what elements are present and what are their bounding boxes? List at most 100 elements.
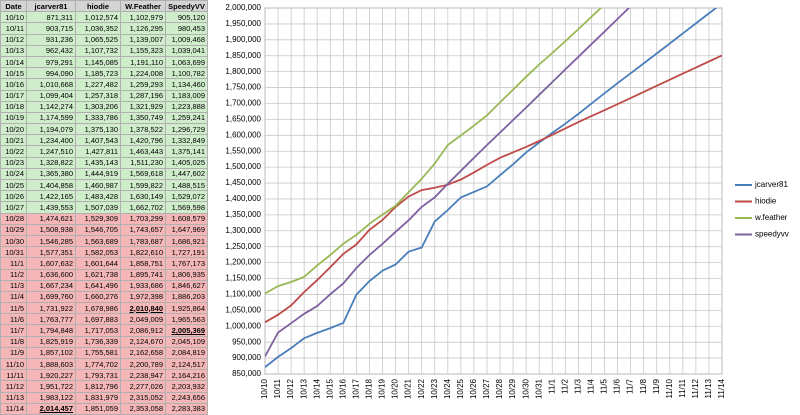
y-tick-label: 1,150,000 <box>225 274 261 283</box>
date-cell: 11/14 <box>0 402 27 415</box>
y-tick-label: 1,350,000 <box>225 210 261 219</box>
value-cell: 1,332,849 <box>165 134 208 147</box>
table-row: 10/24 1,365,380 1,444,919 1,569,618 1,447,60… <box>0 167 208 181</box>
x-tick-label: 11/12 <box>691 378 700 398</box>
y-tick-label: 1,500,000 <box>225 162 261 171</box>
y-tick-label: 1,100,000 <box>225 290 261 299</box>
value-cell: 1,546,705 <box>75 223 121 236</box>
y-tick-label: 1,450,000 <box>225 178 261 187</box>
table-row: 11/1 1,607,632 1,601,644 1,858,751 1,767,173 <box>0 257 208 270</box>
series-line <box>265 8 718 368</box>
table-row: 10/21 1,234,400 1,407,543 1,420,796 1,332,84… <box>0 134 208 147</box>
x-tick-label: 10/17 <box>352 378 361 399</box>
value-cell: 1,825,919 <box>26 335 76 348</box>
value-cell: 1,194,079 <box>26 123 76 136</box>
value-cell: 1,743,657 <box>120 223 166 236</box>
y-tick-label: 1,950,000 <box>225 19 261 28</box>
value-cell: 1,460,987 <box>75 178 121 192</box>
y-tick-label: 900,000 <box>232 353 261 362</box>
x-tick-label: 10/26 <box>469 378 478 399</box>
x-tick-label: 11/4 <box>587 378 596 394</box>
table-row: 10/16 1,010,668 1,227,482 1,259,293 1,134,46… <box>0 78 208 91</box>
value-cell: 1,529,072 <box>165 190 208 203</box>
y-tick-label: 1,250,000 <box>225 242 261 251</box>
table-row: 10/27 1,439,553 1,507,039 1,662,702 1,569,59… <box>0 201 208 214</box>
y-tick-label: 1,000,000 <box>225 321 261 330</box>
data-table: Date jcarver81 hiodie W.Feather SpeedyVV 10/1… <box>0 0 208 415</box>
series-line <box>265 8 631 357</box>
value-cell: 1,851,059 <box>75 402 121 415</box>
value-cell: 1,296,729 <box>165 123 208 136</box>
value-cell: 1,422,165 <box>26 190 76 203</box>
x-tick-label: 10/31 <box>534 378 543 399</box>
x-tick-label: 10/21 <box>404 378 413 399</box>
y-tick-label: 950,000 <box>232 337 261 346</box>
value-cell: 1,009,468 <box>165 33 208 46</box>
value-cell: 1,375,141 <box>165 145 208 158</box>
value-cell: 1,569,618 <box>120 167 166 181</box>
x-tick-label: 10/12 <box>286 378 295 399</box>
value-cell: 1,662,702 <box>120 201 166 214</box>
x-tick-label: 10/14 <box>312 378 321 399</box>
table-row: 11/7 1,794,848 1,717,053 2,086,912 2,005,369 <box>0 324 208 337</box>
y-tick-label: 1,850,000 <box>225 51 261 60</box>
value-cell: 2,283,383 <box>165 402 208 415</box>
x-tick-label: 11/11 <box>678 378 687 397</box>
date-cell: 10/27 <box>0 201 27 214</box>
table-row: 10/23 1,328,822 1,435,143 1,511,230 1,405,02… <box>0 156 208 169</box>
date-cell: 11/3 <box>0 279 27 292</box>
value-cell: 1,601,644 <box>75 257 121 270</box>
value-cell: 1,488,515 <box>165 178 208 192</box>
y-tick-label: 1,750,000 <box>225 83 261 92</box>
legend-label: speedyvv <box>755 230 789 239</box>
y-tick-label: 1,800,000 <box>225 67 261 76</box>
table-row: 10/28 1,474,621 1,529,309 1,703,299 1,608,57… <box>0 212 208 225</box>
value-cell: 980,453 <box>165 22 208 35</box>
x-tick-label: 11/13 <box>704 378 713 398</box>
value-cell: 1,439,553 <box>26 201 76 214</box>
value-cell: 1,507,039 <box>75 201 121 214</box>
x-tick-label: 10/20 <box>391 378 400 399</box>
x-tick-label: 10/28 <box>495 378 504 399</box>
value-cell: 1,427,811 <box>75 145 121 158</box>
value-cell: 1,435,143 <box>75 156 121 169</box>
value-cell: 1,447,602 <box>165 167 208 181</box>
y-tick-label: 1,650,000 <box>225 115 261 124</box>
x-tick-label: 10/11 <box>273 378 282 398</box>
x-tick-label: 11/14 <box>717 378 726 398</box>
date-cell: 11/6 <box>0 313 27 326</box>
value-cell: 1,569,598 <box>165 201 208 214</box>
value-cell: 1,703,299 <box>120 212 166 225</box>
value-cell: 1,647,969 <box>165 223 208 236</box>
y-tick-label: 1,300,000 <box>225 226 261 235</box>
x-tick-label: 11/5 <box>600 378 609 394</box>
legend-label: jcarver81 <box>754 180 788 189</box>
x-tick-label: 11/2 <box>560 378 569 394</box>
x-tick-label: 11/7 <box>626 378 635 394</box>
value-cell: 1,508,938 <box>26 223 76 236</box>
x-tick-label: 10/23 <box>430 378 439 399</box>
value-cell: 1,699,760 <box>26 290 76 304</box>
plot-area <box>264 7 723 375</box>
y-tick-label: 1,600,000 <box>225 130 261 139</box>
value-cell: 1,420,796 <box>120 134 166 147</box>
table-row: 11/8 1,825,919 1,736,339 2,124,670 2,045,109 <box>0 335 208 348</box>
table-row: 10/29 1,508,938 1,546,705 1,743,657 1,647,96… <box>0 223 208 236</box>
table-row: 11/14 2,014,457 1,851,059 2,353,058 2,283,38… <box>0 402 208 415</box>
value-cell: 1,599,822 <box>120 178 166 192</box>
value-cell: 1,608,579 <box>165 212 208 225</box>
value-cell: 1,444,919 <box>75 167 121 181</box>
table-row: 10/14 979,291 1,145,085 1,191,110 1,063,699 <box>0 55 208 69</box>
x-tick-label: 11/9 <box>652 378 661 394</box>
value-cell: 1,783,687 <box>120 234 166 248</box>
series-line <box>265 54 722 324</box>
legend-label: hiodie <box>755 197 777 206</box>
x-tick-label: 10/13 <box>299 378 308 399</box>
y-tick-label: 1,550,000 <box>225 146 261 155</box>
x-tick-label: 11/8 <box>639 378 648 394</box>
table-row: 11/11 1,920,227 1,793,731 2,238,947 2,164,21… <box>0 369 208 382</box>
value-cell: 2,014,457 <box>26 402 76 415</box>
date-cell: 10/26 <box>0 190 27 203</box>
x-tick-label: 10/22 <box>417 378 426 399</box>
